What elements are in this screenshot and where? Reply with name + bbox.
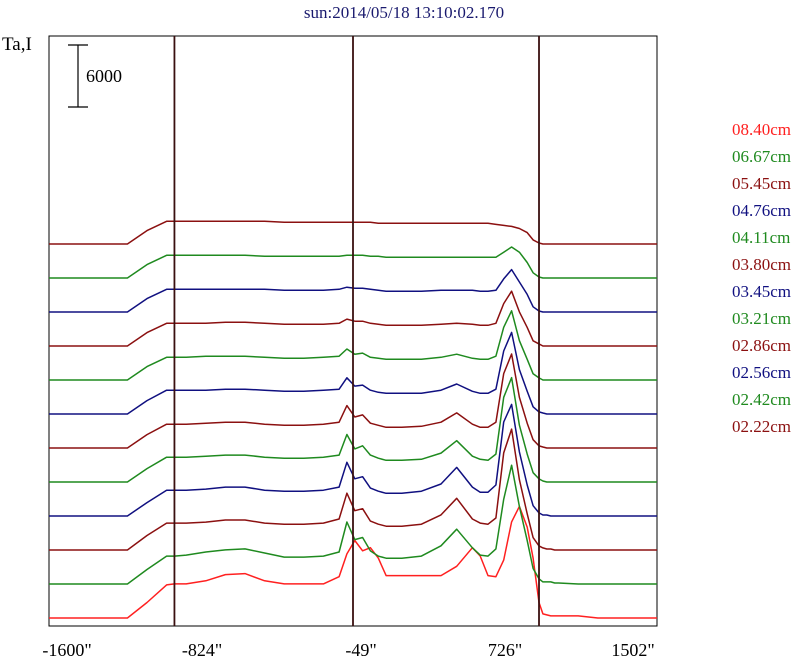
scale-bar-label: 6000 bbox=[86, 66, 122, 86]
marker-layer bbox=[173, 36, 540, 626]
legend-entry: 06.67cm bbox=[732, 147, 791, 166]
scale-bar: 6000 bbox=[68, 44, 122, 108]
legend-entry: 03.80cm bbox=[732, 255, 791, 274]
series-line-02.56cm bbox=[49, 268, 657, 313]
series-line-03.21cm bbox=[49, 310, 657, 381]
legend-entry: 05.45cm bbox=[732, 174, 791, 193]
legend-entry: 08.40cm bbox=[732, 120, 791, 139]
legend-entry: 02.42cm bbox=[732, 390, 791, 409]
x-tick-label: -824" bbox=[182, 640, 222, 660]
y-axis-label: Ta,I bbox=[2, 34, 32, 55]
series-line-03.80cm bbox=[49, 353, 657, 449]
series-line-03.45cm bbox=[49, 331, 657, 415]
x-tick-layer: -1600" -824" -49" 726" 1502" bbox=[42, 640, 654, 660]
series-line-02.86cm bbox=[49, 290, 657, 347]
x-tick-label: 1502" bbox=[611, 640, 654, 660]
legend-entry: 03.45cm bbox=[732, 282, 791, 301]
series-layer bbox=[49, 220, 657, 619]
series-line-08.40cm bbox=[49, 505, 657, 619]
x-tick-label: -1600" bbox=[42, 640, 91, 660]
series-line-02.42cm bbox=[49, 246, 657, 279]
series-line-04.76cm bbox=[49, 403, 657, 517]
legend-entry: 03.21cm bbox=[732, 309, 791, 328]
series-line-05.45cm bbox=[49, 428, 657, 551]
legend-entry: 04.76cm bbox=[732, 201, 791, 220]
legend-entry: 02.86cm bbox=[732, 336, 791, 355]
x-tick-label: -49" bbox=[345, 640, 376, 660]
x-tick-label: 726" bbox=[488, 640, 522, 660]
legend: 08.40cm 06.67cm 05.45cm 04.76cm 04.11cm 03.80… bbox=[732, 120, 791, 436]
chart-title: sun:2014/05/18 13:10:02.170 bbox=[304, 3, 504, 22]
legend-entry: 02.56cm bbox=[732, 363, 791, 382]
series-line-04.11cm bbox=[49, 376, 657, 483]
series-line-06.67cm bbox=[49, 464, 657, 585]
legend-entry: 02.22cm bbox=[732, 417, 791, 436]
series-line-02.22cm bbox=[49, 220, 657, 245]
legend-entry: 04.11cm bbox=[732, 228, 790, 247]
